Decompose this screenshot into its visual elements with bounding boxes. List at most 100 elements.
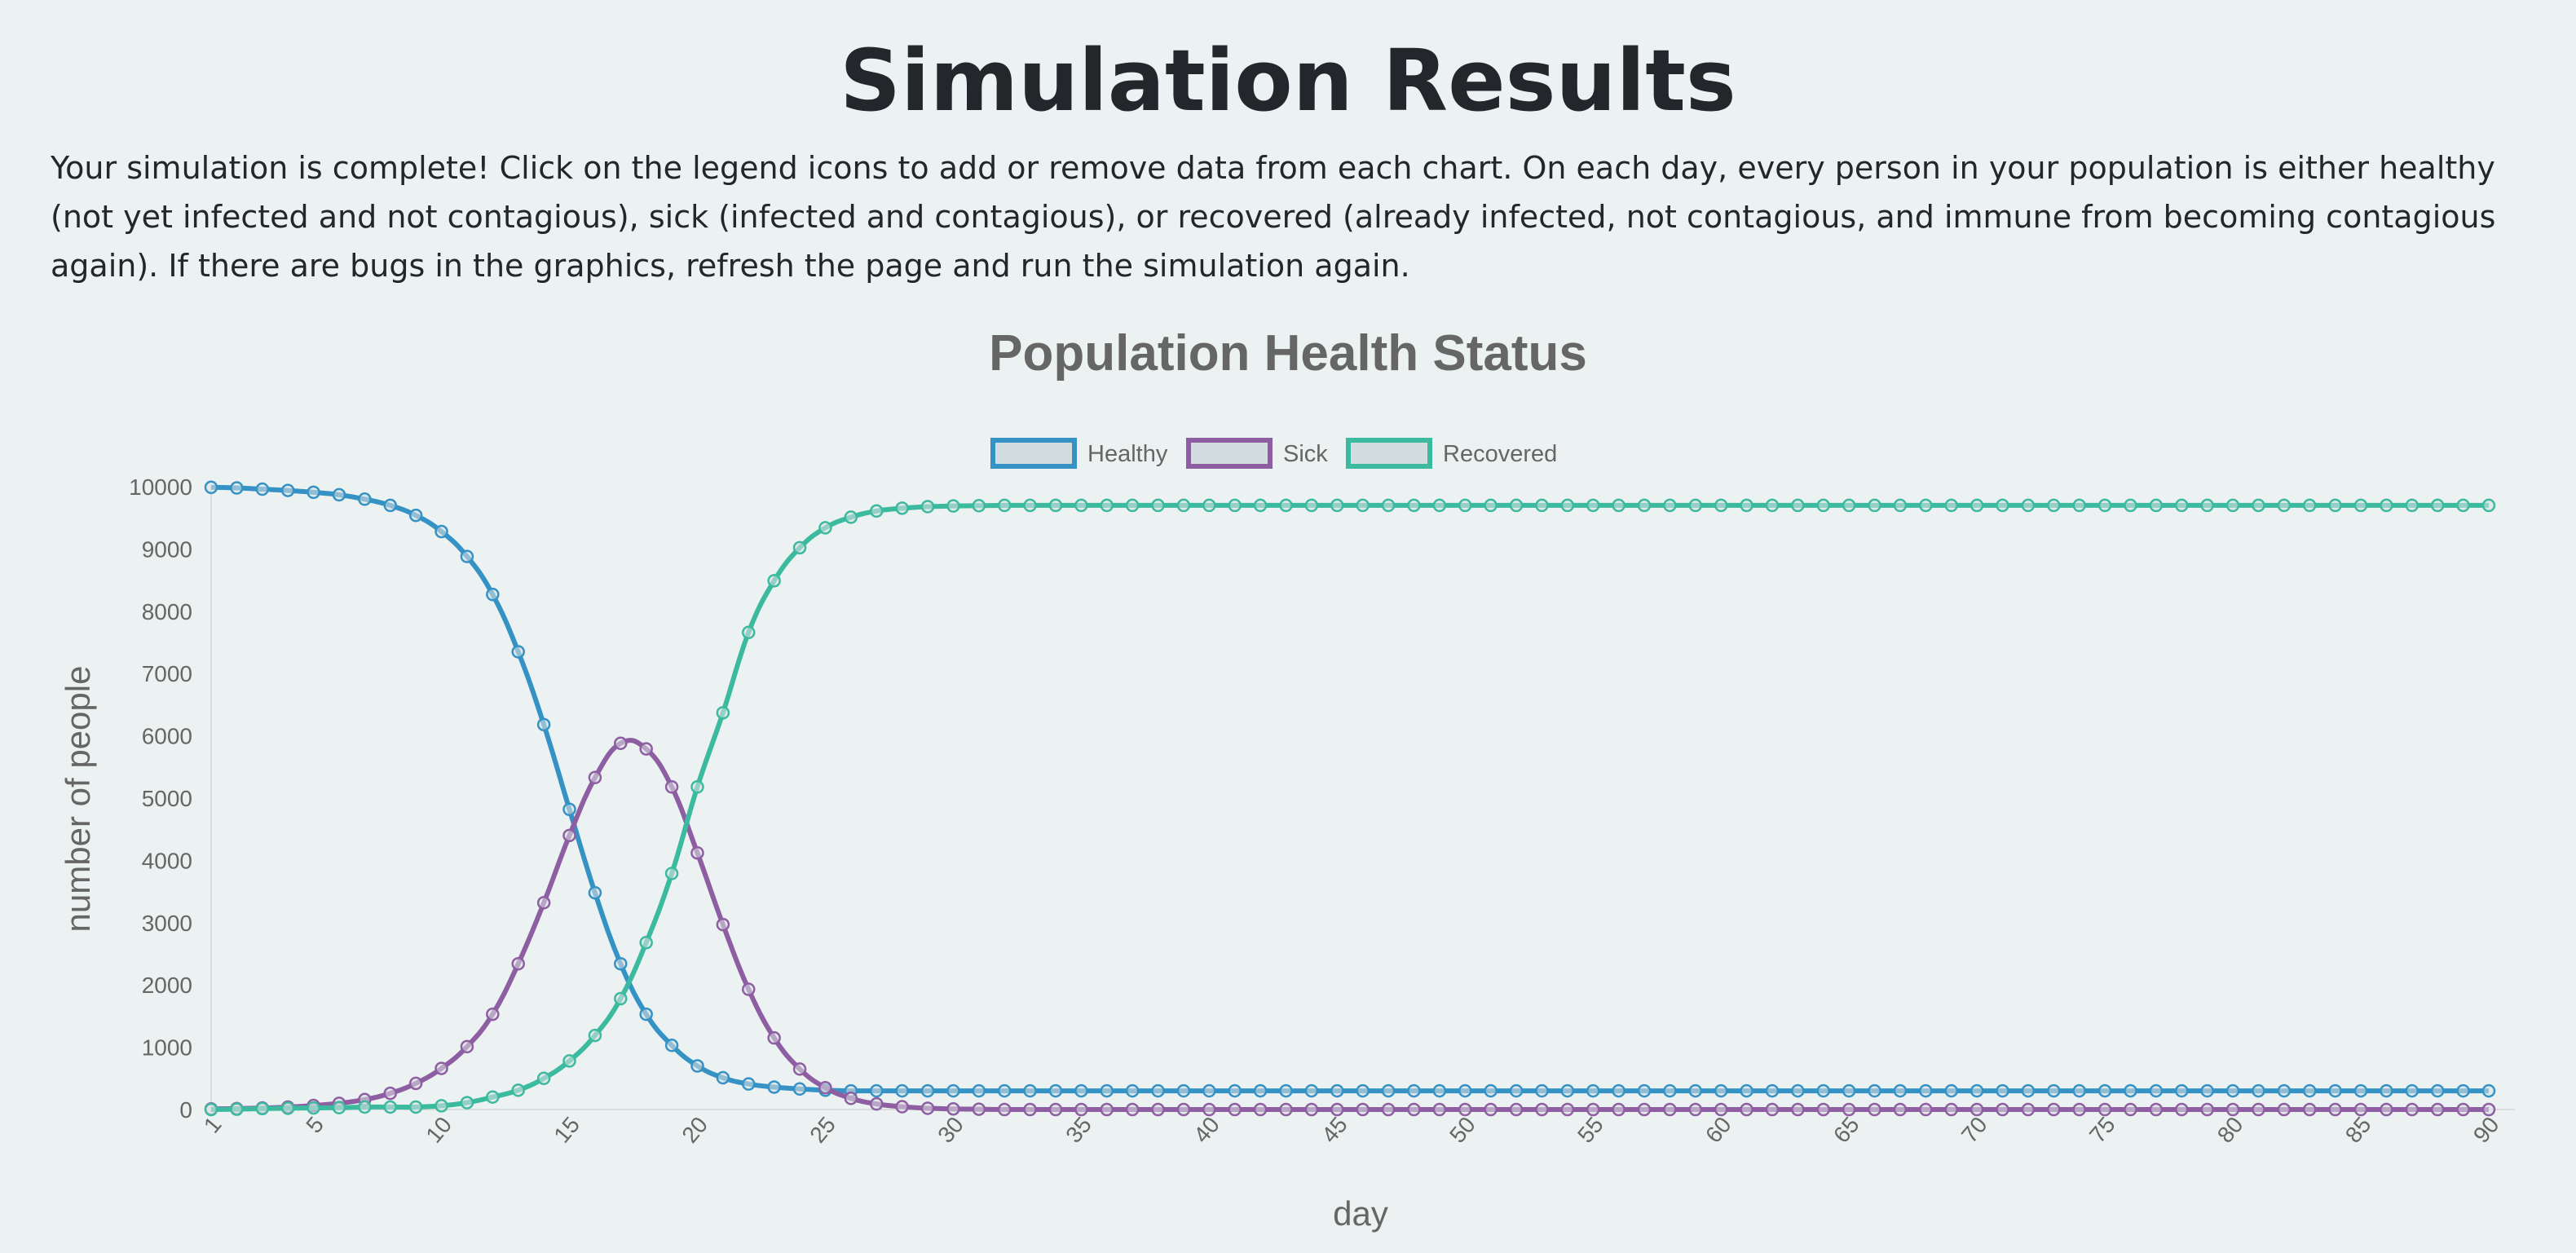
data-point-recovered[interactable] <box>1919 498 1933 513</box>
data-point-recovered[interactable] <box>690 779 704 794</box>
data-point-recovered[interactable] <box>1484 498 1498 513</box>
data-point-healthy[interactable] <box>1535 1083 1549 1098</box>
data-point-sick[interactable] <box>2302 1102 2317 1117</box>
data-point-sick[interactable] <box>2430 1102 2445 1117</box>
data-point-healthy[interactable] <box>1048 1083 1063 1098</box>
data-point-healthy[interactable] <box>460 549 474 563</box>
data-point-healthy[interactable] <box>1765 1083 1780 1098</box>
data-point-healthy[interactable] <box>230 481 244 495</box>
data-point-healthy[interactable] <box>2149 1083 2164 1098</box>
data-point-healthy[interactable] <box>2481 1083 2496 1098</box>
data-point-healthy[interactable] <box>767 1080 781 1094</box>
legend-item-recovered[interactable]: Recovered <box>1346 438 1557 469</box>
data-point-healthy[interactable] <box>1253 1083 1268 1098</box>
data-point-sick[interactable] <box>2380 1102 2393 1117</box>
data-point-healthy[interactable] <box>1484 1083 1498 1098</box>
data-point-sick[interactable] <box>1969 1102 1984 1117</box>
data-point-healthy[interactable] <box>1612 1083 1625 1098</box>
data-point-recovered[interactable] <box>1125 498 1140 513</box>
data-point-healthy[interactable] <box>2302 1083 2317 1098</box>
data-point-recovered[interactable] <box>1637 498 1652 513</box>
legend-item-sick[interactable]: Sick <box>1186 438 1328 469</box>
data-point-recovered[interactable] <box>2021 498 2036 513</box>
data-point-sick[interactable] <box>1688 1102 1703 1117</box>
data-point-sick[interactable] <box>639 742 653 756</box>
data-point-healthy[interactable] <box>1176 1083 1191 1098</box>
data-point-recovered[interactable] <box>434 1099 448 1113</box>
data-point-sick[interactable] <box>1407 1102 1421 1117</box>
data-point-healthy[interactable] <box>1868 1083 1881 1098</box>
data-point-sick[interactable] <box>562 828 576 843</box>
data-point-recovered[interactable] <box>2200 498 2214 513</box>
data-point-healthy[interactable] <box>1228 1083 1242 1098</box>
data-point-healthy[interactable] <box>536 717 551 732</box>
data-point-healthy[interactable] <box>383 498 398 513</box>
data-point-recovered[interactable] <box>792 540 807 555</box>
data-point-healthy[interactable] <box>2124 1083 2137 1098</box>
data-point-recovered[interactable] <box>1432 498 1447 513</box>
data-point-sick[interactable] <box>588 770 602 785</box>
data-point-recovered[interactable] <box>1048 498 1063 513</box>
data-point-healthy[interactable] <box>639 1007 653 1021</box>
data-point-healthy[interactable] <box>1304 1083 1319 1098</box>
data-point-sick[interactable] <box>1714 1102 1728 1117</box>
data-point-healthy[interactable] <box>920 1083 935 1098</box>
data-point-healthy[interactable] <box>1407 1083 1421 1098</box>
data-point-sick[interactable] <box>1816 1102 1831 1117</box>
data-point-sick[interactable] <box>895 1100 909 1114</box>
data-point-recovered[interactable] <box>2456 498 2470 513</box>
data-point-sick[interactable] <box>1228 1102 1242 1117</box>
data-point-healthy[interactable] <box>664 1039 679 1052</box>
data-point-sick[interactable] <box>2200 1102 2214 1117</box>
data-point-recovered[interactable] <box>1228 498 1242 513</box>
data-point-sick[interactable] <box>1458 1102 1472 1117</box>
data-point-sick[interactable] <box>716 917 730 932</box>
data-point-sick[interactable] <box>1791 1102 1805 1117</box>
data-point-recovered[interactable] <box>2380 498 2393 513</box>
data-point-recovered[interactable] <box>946 499 960 513</box>
data-point-healthy[interactable] <box>1458 1083 1472 1098</box>
data-point-healthy[interactable] <box>614 956 628 971</box>
data-point-recovered[interactable] <box>536 1071 551 1086</box>
data-point-sick[interactable] <box>2456 1102 2470 1117</box>
data-point-sick[interactable] <box>972 1102 986 1116</box>
data-point-sick[interactable] <box>1765 1102 1780 1117</box>
data-point-healthy[interactable] <box>1381 1083 1396 1098</box>
data-point-healthy[interactable] <box>408 508 423 523</box>
data-point-sick[interactable] <box>1202 1102 1216 1117</box>
data-point-healthy[interactable] <box>1432 1083 1447 1098</box>
data-point-recovered[interactable] <box>2302 498 2317 513</box>
data-point-recovered[interactable] <box>844 510 858 524</box>
data-point-healthy[interactable] <box>2021 1083 2036 1098</box>
data-point-sick[interactable] <box>1304 1102 1319 1117</box>
data-point-recovered[interactable] <box>614 991 628 1006</box>
data-point-healthy[interactable] <box>2328 1083 2342 1098</box>
data-point-healthy[interactable] <box>1893 1083 1908 1098</box>
data-point-healthy[interactable] <box>1356 1083 1370 1098</box>
data-point-healthy[interactable] <box>1919 1083 1933 1098</box>
data-point-recovered[interactable] <box>1688 498 1703 513</box>
data-point-recovered[interactable] <box>920 500 935 514</box>
data-point-healthy[interactable] <box>307 485 320 500</box>
data-point-healthy[interactable] <box>204 480 218 495</box>
data-point-sick[interactable] <box>742 982 756 996</box>
data-point-healthy[interactable] <box>2380 1083 2393 1098</box>
data-point-recovered[interactable] <box>511 1083 525 1097</box>
data-point-sick[interactable] <box>460 1039 474 1054</box>
data-point-healthy[interactable] <box>1279 1083 1293 1098</box>
data-point-recovered[interactable] <box>2277 498 2291 513</box>
data-point-sick[interactable] <box>1586 1102 1600 1117</box>
data-point-healthy[interactable] <box>1996 1083 2009 1098</box>
data-point-sick[interactable] <box>614 736 628 751</box>
data-point-sick[interactable] <box>1330 1102 1344 1117</box>
data-point-recovered[interactable] <box>1330 498 1344 513</box>
data-point-sick[interactable] <box>1919 1102 1933 1117</box>
data-point-healthy[interactable] <box>1714 1083 1728 1098</box>
data-point-recovered[interactable] <box>2328 498 2342 513</box>
data-point-sick[interactable] <box>1535 1102 1549 1117</box>
data-point-sick[interactable] <box>536 896 551 910</box>
data-point-sick[interactable] <box>2097 1102 2112 1117</box>
data-point-sick[interactable] <box>1048 1102 1063 1117</box>
data-point-healthy[interactable] <box>2200 1083 2214 1098</box>
data-point-sick[interactable] <box>2277 1102 2291 1117</box>
